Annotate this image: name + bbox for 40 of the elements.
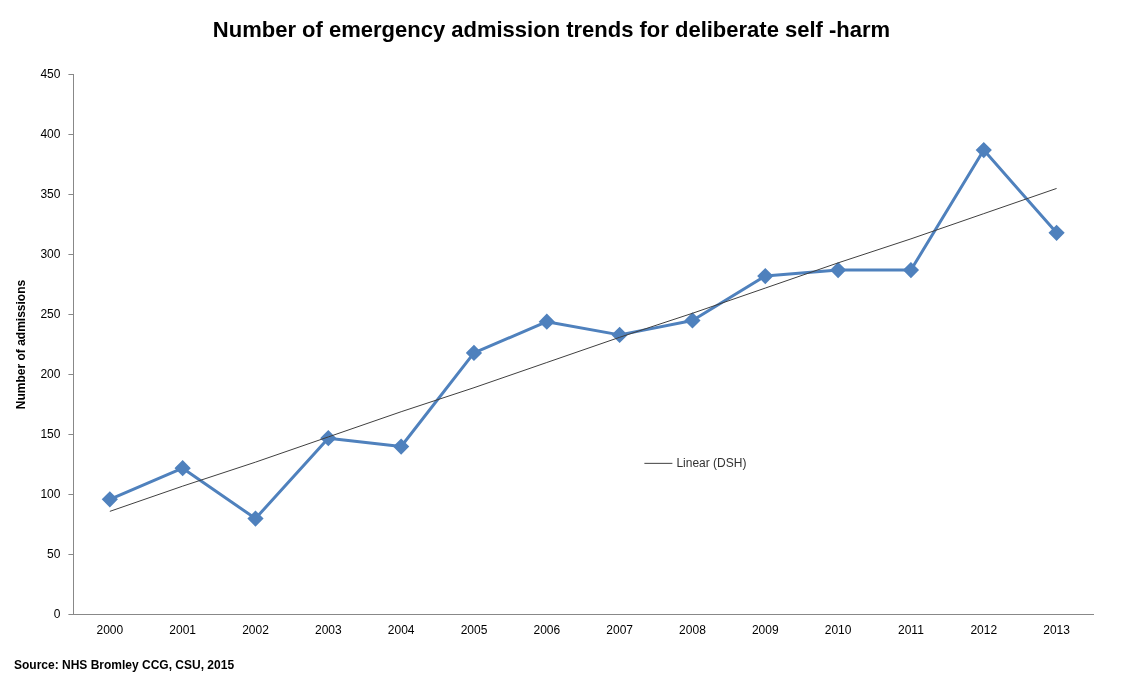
point xyxy=(175,460,191,476)
y-tick-label: 200 xyxy=(40,366,61,381)
y-tick-label: 150 xyxy=(40,426,61,441)
point xyxy=(684,312,700,328)
point xyxy=(976,142,992,158)
point xyxy=(466,345,482,361)
x-tick-label: 2007 xyxy=(606,623,634,638)
y-axis-title: Number of admissions xyxy=(13,279,28,410)
point xyxy=(102,491,118,507)
y-tick-label: 450 xyxy=(40,66,61,81)
y-tick-label: 100 xyxy=(40,486,61,501)
legend-label: Linear (DSH) xyxy=(676,455,747,470)
point xyxy=(757,268,773,284)
x-tick-label: 2002 xyxy=(242,623,270,638)
y-tick-label: 50 xyxy=(47,546,61,561)
point xyxy=(539,314,555,330)
point xyxy=(1049,225,1065,241)
point xyxy=(247,511,263,527)
x-tick-label: 2013 xyxy=(1043,623,1071,638)
source-note: Source: NHS Bromley CCG, CSU, 2015 xyxy=(14,658,235,673)
point xyxy=(830,262,846,278)
x-tick-label: 2010 xyxy=(824,623,852,638)
point xyxy=(393,439,409,455)
x-tick-label: 2008 xyxy=(679,623,707,638)
x-tick-label: 2001 xyxy=(169,623,197,638)
x-tick-label: 2004 xyxy=(387,623,415,638)
y-tick-label: 350 xyxy=(40,186,61,201)
y-tick-label: 0 xyxy=(53,606,61,621)
x-tick-label: 2006 xyxy=(533,623,561,638)
x-tick-label: 2011 xyxy=(898,623,925,638)
x-tick-label: 2003 xyxy=(314,623,342,638)
chart-title: Number of emergency admission trends for deliberate self -harm xyxy=(212,17,891,43)
x-tick-label: 2009 xyxy=(751,623,779,638)
point xyxy=(903,262,919,278)
x-tick-label: 2000 xyxy=(96,623,124,638)
y-tick-label: 300 xyxy=(40,246,61,261)
x-tick-label: 2005 xyxy=(460,623,488,638)
y-tick-label: 250 xyxy=(40,306,61,321)
x-tick-label: 2012 xyxy=(970,623,998,638)
y-tick-label: 400 xyxy=(40,126,61,141)
